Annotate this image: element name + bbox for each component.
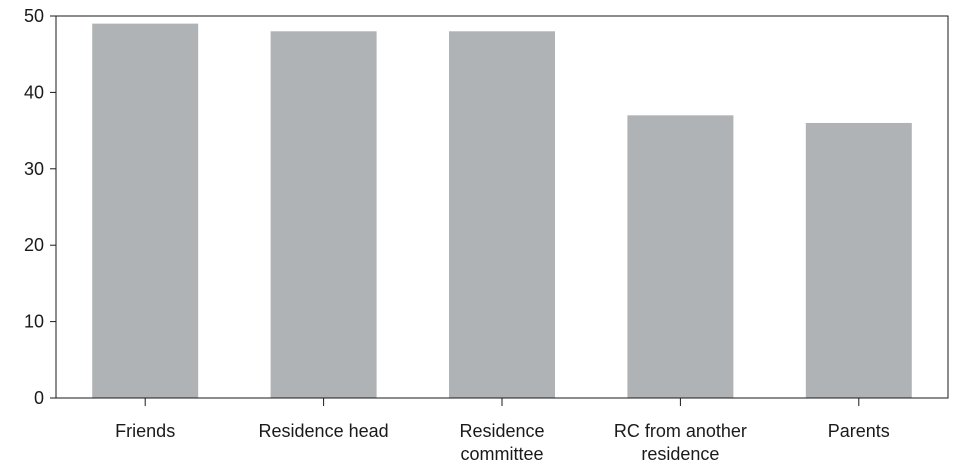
category-label-3-line-1: residence [641, 444, 719, 464]
bar-0 [92, 23, 199, 398]
labels-group: 0 10 20 30 40 50 Friends Residence head Residenc… [24, 6, 890, 464]
bar-1 [270, 31, 377, 399]
y-tick-label-0: 0 [34, 388, 44, 408]
category-label-0: Friends [115, 421, 175, 441]
category-label-4: Parents [828, 421, 890, 441]
category-label-2: Residence committee [459, 421, 544, 464]
category-label-3: RC from another residence [614, 421, 747, 464]
bars-group [92, 23, 912, 399]
bar-2 [449, 31, 555, 399]
category-label-1: Residence head [259, 421, 389, 441]
y-tick-label-3: 30 [24, 159, 44, 179]
category-label-2-line-1: committee [460, 444, 543, 464]
category-label-1-line-0: Residence head [259, 421, 389, 441]
y-tick-label-5: 50 [24, 6, 44, 26]
bar-3 [627, 115, 734, 398]
category-label-4-line-0: Parents [828, 421, 890, 441]
category-label-2-line-0: Residence [459, 421, 544, 441]
category-label-3-line-0: RC from another [614, 421, 747, 441]
y-tick-label-2: 20 [24, 235, 44, 255]
bar-4 [805, 122, 912, 399]
axes-group [50, 15, 949, 406]
y-tick-label-4: 40 [24, 82, 44, 102]
y-tick-label-1: 10 [24, 312, 44, 332]
category-label-0-line-0: Friends [115, 421, 175, 441]
